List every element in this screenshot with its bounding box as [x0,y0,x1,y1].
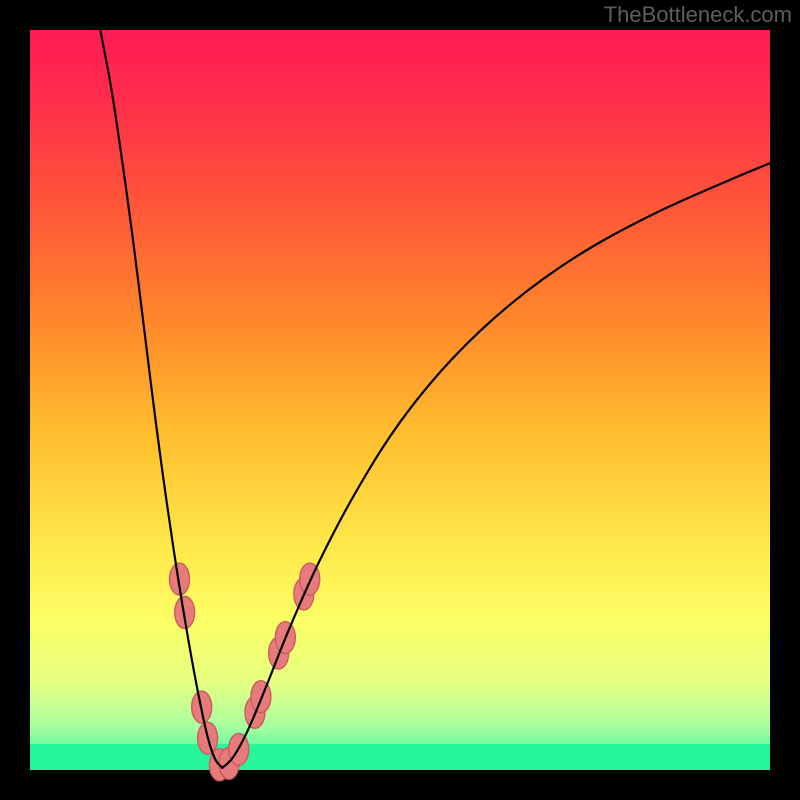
watermark-text: TheBottleneck.com [604,2,792,28]
chart-root: TheBottleneck.com [0,0,800,800]
chart-svg [0,0,800,800]
gradient-background [30,30,770,770]
green-band [30,744,770,770]
